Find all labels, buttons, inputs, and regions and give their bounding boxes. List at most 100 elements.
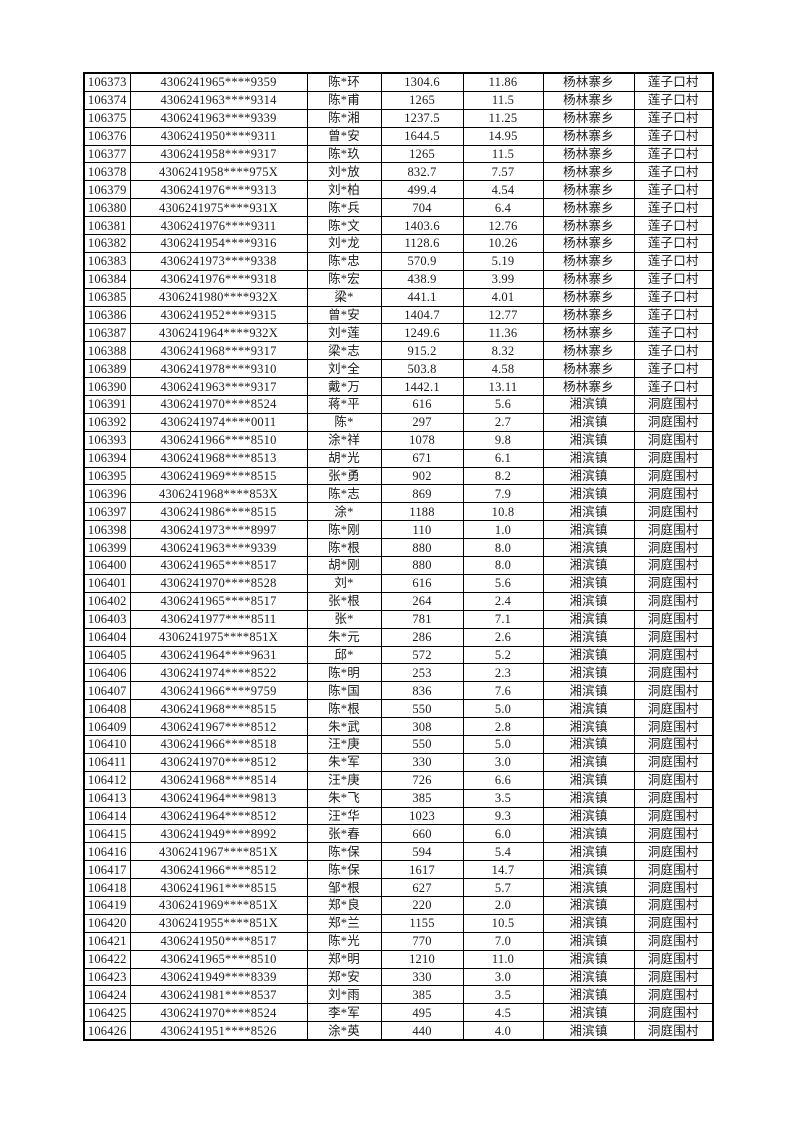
cell-serial-number: 106382 (83, 234, 131, 253)
cell-area: 1.0 (462, 520, 544, 540)
table-row: 106424 4306241981****8537 刘*雨 385 3.5 湘滨镇 洞庭围村 (83, 985, 714, 1005)
cell-amount: 1155 (380, 913, 464, 933)
cell-person-name: 陈*忠 (306, 251, 382, 271)
cell-person-name: 刘* (306, 573, 382, 593)
cell-area: 11.5 (462, 90, 544, 110)
cell-amount: 495 (380, 1003, 464, 1023)
cell-person-name: 涂* (306, 502, 382, 522)
cell-serial-number: 106395 (83, 466, 131, 486)
cell-amount: 503.8 (380, 359, 464, 379)
cell-amount: 1304.6 (380, 72, 464, 92)
cell-area: 11.36 (462, 323, 544, 343)
cell-township: 湘滨镇 (542, 913, 635, 933)
cell-serial-number: 106375 (83, 108, 131, 128)
cell-amount: 1249.6 (380, 323, 464, 343)
cell-serial-number: 106418 (83, 878, 131, 897)
cell-id-card-masked: 4306241964****932X (129, 323, 308, 343)
cell-id-card-masked: 4306241977****8511 (129, 609, 308, 629)
cell-amount: 1265 (380, 144, 464, 164)
cell-village: 洞庭围村 (633, 752, 714, 772)
table-row: 106414 4306241964****8512 汪*华 1023 9.3 湘滨镇 洞庭围… (83, 806, 714, 826)
cell-amount: 385 (380, 985, 464, 1005)
cell-person-name: 陈*根 (306, 538, 382, 558)
cell-village: 洞庭围村 (633, 699, 714, 719)
cell-area: 4.58 (462, 359, 544, 379)
cell-township: 湘滨镇 (542, 699, 635, 719)
cell-id-card-masked: 4306241968****853X (129, 484, 308, 504)
cell-area: 3.0 (462, 752, 544, 772)
cell-area: 9.3 (462, 806, 544, 826)
table-row: 106373 4306241965****9359 陈*环 1304.6 11.86 杨林… (83, 72, 714, 92)
subsidy-table: 106373 4306241965****9359 陈*环 1304.6 11.86 杨林… (83, 72, 714, 1042)
cell-amount: 438.9 (380, 269, 464, 289)
cell-village: 莲子口村 (633, 323, 714, 343)
cell-amount: 1617 (380, 860, 464, 880)
cell-village: 莲子口村 (633, 144, 714, 164)
table-row: 106406 4306241974****8522 陈*明 253 2.3 湘滨镇 洞庭围村 (83, 663, 714, 683)
table-row: 106416 4306241967****851X 陈*保 594 5.4 湘滨镇 洞庭围村 (83, 842, 714, 862)
cell-township: 杨林寨乡 (542, 269, 635, 289)
cell-village: 洞庭围村 (633, 860, 714, 880)
cell-area: 2.4 (462, 591, 544, 611)
cell-township: 湘滨镇 (542, 824, 635, 844)
cell-id-card-masked: 4306241952****9315 (129, 305, 308, 325)
cell-area: 2.8 (462, 717, 544, 736)
cell-id-card-masked: 4306241964****9813 (129, 788, 308, 808)
cell-area: 6.4 (462, 198, 544, 218)
cell-id-card-masked: 4306241968****8514 (129, 770, 308, 790)
cell-person-name: 郑*明 (306, 949, 382, 969)
cell-person-name: 涂*英 (306, 1021, 382, 1041)
table-row: 106409 4306241967****8512 朱*武 308 2.8 湘滨镇 洞庭围村 (83, 717, 714, 736)
cell-village: 洞庭围村 (633, 395, 714, 414)
cell-village: 洞庭围村 (633, 734, 714, 754)
table-row: 106392 4306241974****0011 陈* 297 2.7 湘滨镇 洞庭围村 (83, 412, 714, 432)
cell-township: 湘滨镇 (542, 645, 635, 665)
cell-amount: 570.9 (380, 251, 464, 271)
cell-area: 2.6 (462, 627, 544, 647)
table-row: 106396 4306241968****853X 陈*志 869 7.9 湘滨镇 洞庭围村 (83, 484, 714, 504)
cell-serial-number: 106388 (83, 341, 131, 361)
cell-id-card-masked: 4306241965****8517 (129, 556, 308, 575)
cell-village: 莲子口村 (633, 341, 714, 361)
cell-amount: 1210 (380, 949, 464, 969)
cell-id-card-masked: 4306241966****8518 (129, 734, 308, 754)
cell-village: 莲子口村 (633, 359, 714, 379)
cell-person-name: 邱* (306, 645, 382, 665)
cell-area: 5.4 (462, 842, 544, 862)
cell-id-card-masked: 4306241974****8522 (129, 663, 308, 683)
cell-area: 3.0 (462, 967, 544, 987)
cell-id-card-masked: 4306241964****8512 (129, 806, 308, 826)
cell-township: 湘滨镇 (542, 573, 635, 593)
cell-village: 莲子口村 (633, 234, 714, 253)
table-row: 106376 4306241950****9311 曾*安 1644.5 14.95 杨林… (83, 126, 714, 146)
cell-serial-number: 106412 (83, 770, 131, 790)
table-row: 106391 4306241970****8524 蒋*平 616 5.6 湘滨镇 洞庭围村 (83, 395, 714, 414)
cell-serial-number: 106425 (83, 1003, 131, 1023)
cell-person-name: 陈*兵 (306, 198, 382, 218)
cell-id-card-masked: 4306241965****8510 (129, 949, 308, 969)
cell-area: 14.95 (462, 126, 544, 146)
table-row: 106400 4306241965****8517 胡*刚 880 8.0 湘滨镇 洞庭围村 (83, 556, 714, 575)
cell-person-name: 胡*光 (306, 448, 382, 468)
cell-village: 洞庭围村 (633, 985, 714, 1005)
cell-id-card-masked: 4306241973****9338 (129, 251, 308, 271)
cell-village: 洞庭围村 (633, 591, 714, 611)
cell-person-name: 郑*安 (306, 967, 382, 987)
table-row: 106418 4306241961****8515 邹*根 627 5.7 湘滨镇 洞庭围村 (83, 878, 714, 897)
table-row: 106420 4306241955****851X 郑*兰 1155 10.5 湘滨镇 洞庭… (83, 913, 714, 933)
cell-village: 洞庭围村 (633, 538, 714, 558)
cell-amount: 869 (380, 484, 464, 504)
cell-serial-number: 106385 (83, 287, 131, 307)
cell-serial-number: 106392 (83, 412, 131, 432)
cell-serial-number: 106417 (83, 860, 131, 880)
cell-village: 洞庭围村 (633, 681, 714, 701)
cell-area: 6.0 (462, 824, 544, 844)
cell-amount: 915.2 (380, 341, 464, 361)
cell-id-card-masked: 4306241949****8339 (129, 967, 308, 987)
cell-serial-number: 106421 (83, 931, 131, 951)
cell-person-name: 刘*柏 (306, 180, 382, 200)
cell-township: 杨林寨乡 (542, 144, 635, 164)
cell-village: 洞庭围村 (633, 878, 714, 897)
cell-area: 10.5 (462, 913, 544, 933)
